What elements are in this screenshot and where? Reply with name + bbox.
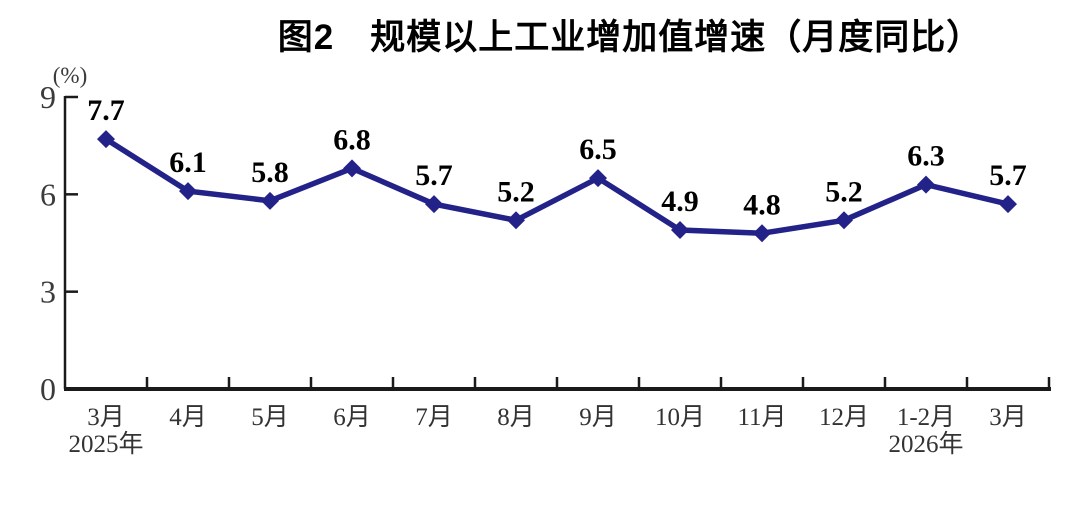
data-point-marker [917,175,935,194]
x-axis-label: 9月 [579,404,617,431]
data-point-label: 5.2 [497,175,535,208]
data-point-label: 7.7 [87,94,125,127]
x-axis-label: 3月 [87,404,125,431]
data-point-label: 5.7 [989,159,1027,192]
y-axis-unit-label: (%) [53,63,87,88]
x-axis-label: 4月 [169,404,207,431]
data-point-marker [999,195,1017,214]
x-axis-year-label: 2025年 [68,430,143,458]
data-point-label: 6.3 [907,140,945,173]
data-point-label: 4.9 [661,185,699,218]
data-point-label: 6.8 [333,123,371,156]
data-point-marker [179,182,197,201]
data-point-label: 5.7 [415,159,453,192]
data-point-marker [507,211,525,230]
data-point-marker [261,191,279,210]
x-axis-label: 3月 [989,404,1027,431]
data-point-label: 5.8 [251,156,289,189]
data-point-label: 5.2 [825,175,863,208]
y-tick-label: 9 [40,79,56,115]
y-tick-label: 0 [40,371,56,407]
chart-title: 图2 规模以上工业增加值增速（月度同比） [277,18,983,57]
x-axis-label: 10月 [655,404,705,431]
data-point-marker [343,159,361,178]
data-point-label: 6.1 [169,146,207,179]
data-point-label: 6.5 [579,133,617,166]
data-point-label: 4.8 [743,188,781,221]
x-axis-label: 7月 [415,404,453,431]
x-axis-label: 11月 [737,404,786,431]
x-axis-label: 5月 [251,404,289,431]
data-point-marker [425,195,443,214]
data-point-marker [589,169,607,188]
data-point-marker [753,224,771,243]
y-tick-label: 3 [40,274,56,310]
y-tick-label: 6 [40,176,56,212]
x-axis-label: 6月 [333,404,371,431]
x-axis-year-label: 2026年 [888,430,963,458]
data-point-marker [835,211,853,230]
x-axis-label: 1-2月 [897,404,955,431]
data-point-marker [671,221,689,240]
data-point-marker [97,130,115,149]
x-axis-label: 12月 [819,404,869,431]
x-axis-label: 8月 [497,404,535,431]
data-line [104,136,1009,237]
